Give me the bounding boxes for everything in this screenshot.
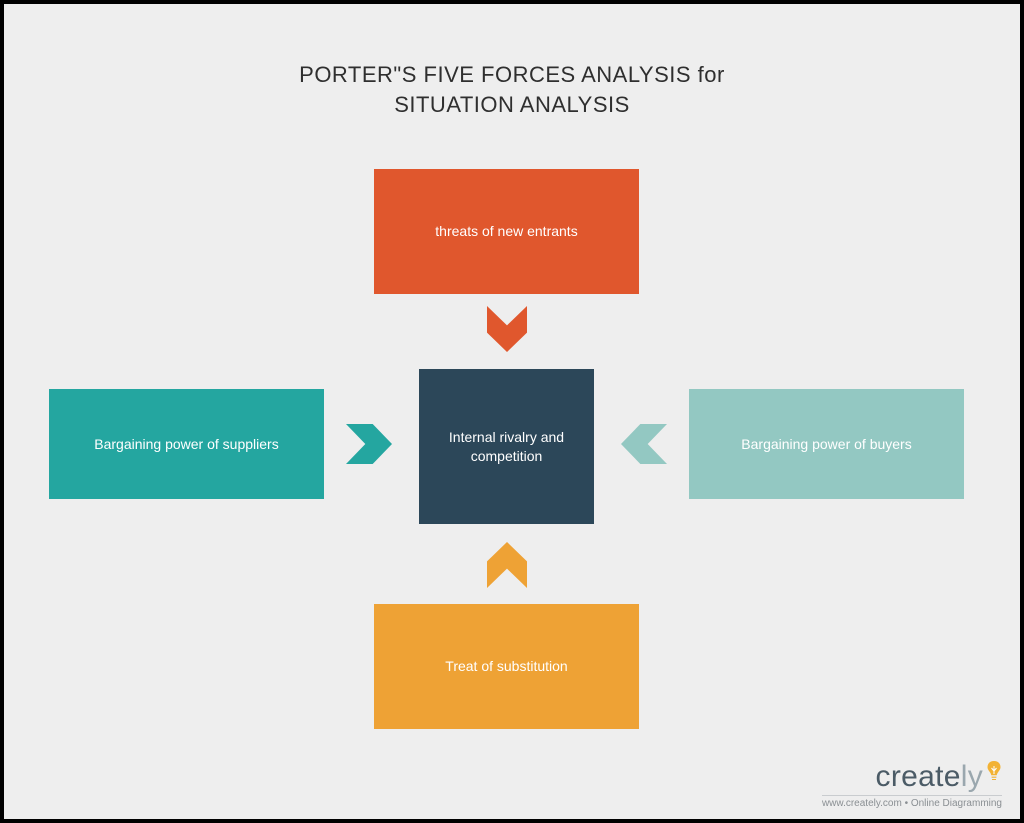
brand-logo: creately xyxy=(822,756,1002,794)
arrow-up-icon xyxy=(487,542,527,588)
box-bottom-label: Treat of substitution xyxy=(445,657,567,676)
footer-subtext: www.creately.com • Online Diagramming xyxy=(822,795,1002,809)
diagram-frame: PORTER"S FIVE FORCES ANALYSIS for SITUAT… xyxy=(0,0,1024,823)
arrow-down-icon xyxy=(487,306,527,352)
box-substitution-threat: Treat of substitution xyxy=(374,604,639,729)
box-threats-new-entrants: threats of new entrants xyxy=(374,169,639,294)
brand-part1: create xyxy=(876,760,961,793)
box-buyers-power: Bargaining power of buyers xyxy=(689,389,964,499)
title-line2: SITUATION ANALYSIS xyxy=(4,90,1020,120)
box-internal-rivalry: Internal rivalry and competition xyxy=(419,369,594,524)
brand-part2: ly xyxy=(961,760,983,793)
arrow-right-icon xyxy=(346,424,392,464)
arrow-left-icon xyxy=(621,424,667,464)
box-left-label: Bargaining power of suppliers xyxy=(94,435,278,454)
title-line1: PORTER"S FIVE FORCES ANALYSIS for xyxy=(4,60,1020,90)
footer: creately www.creately.com • Online Diagr… xyxy=(822,756,1002,809)
box-top-label: threats of new entrants xyxy=(435,222,577,241)
box-center-label: Internal rivalry and competition xyxy=(433,428,580,466)
box-right-label: Bargaining power of buyers xyxy=(741,435,911,454)
lightbulb-icon xyxy=(986,756,1002,790)
diagram-title: PORTER"S FIVE FORCES ANALYSIS for SITUAT… xyxy=(4,60,1020,119)
box-suppliers-power: Bargaining power of suppliers xyxy=(49,389,324,499)
